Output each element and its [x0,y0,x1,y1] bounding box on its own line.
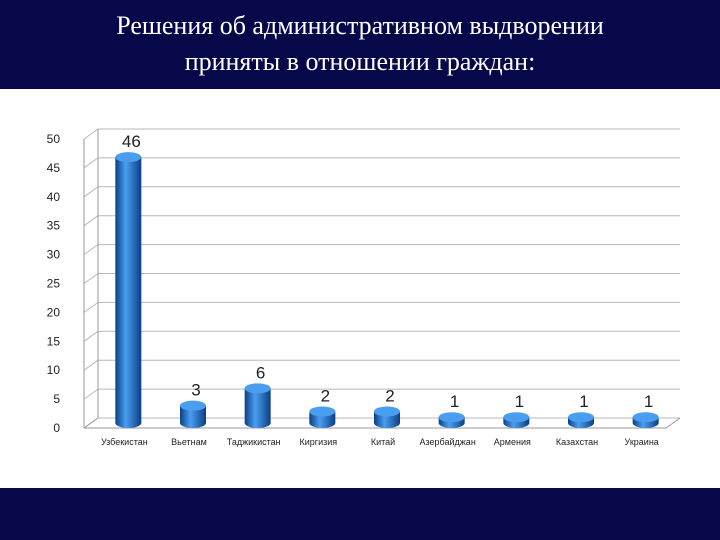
y-tick-label: 15 [47,334,61,348]
y-tick-label: 20 [47,305,61,319]
bar [180,400,206,428]
bar-top [115,152,142,163]
bar-top [180,400,206,411]
bar [503,412,530,428]
bar [632,412,659,428]
bar-top [503,412,530,423]
axis-floor [84,417,681,429]
bar-top [632,412,659,423]
gridline-wall [83,186,99,198]
bar [244,383,271,428]
bar-body [115,157,142,428]
bar-top [244,383,271,394]
slide-title-line-2: приняты в отношении граждан: [184,47,536,76]
x-tick-label: Украина [625,437,659,447]
data-label: 2 [321,386,330,405]
x-tick-label: Киргизия [300,437,338,447]
gridline-wall [83,273,99,284]
x-tick-label: Азербайджан [420,437,476,447]
y-tick-label: 30 [47,248,61,262]
y-axis-ticks: 0 5 10 15 20 25 30 35 40 45 50 [47,132,61,435]
x-axis-ticks: Узбекистан Вьетнам Таджикистан Киргизия Кита… [101,437,659,447]
gridline-wall [83,215,99,227]
bar [115,152,142,428]
grid-layer [83,128,681,429]
gridline-wall [83,301,99,313]
footer-band [0,488,720,540]
x-tick-label: Узбекистан [101,437,148,447]
bar [438,412,465,428]
bar [374,406,400,428]
gridline-wall [83,157,99,169]
gridline-wall [83,359,99,371]
y-tick-label: 35 [47,219,61,233]
bar-body [180,405,206,428]
y-tick-label: 5 [53,392,60,406]
gridline-wall [83,330,99,342]
gridline-wall [83,244,99,256]
slide-title: Решения об административном выдворении п… [40,8,680,80]
x-tick-label: Казахстан [556,437,598,447]
bar-top [374,406,400,417]
data-label: 1 [644,392,653,411]
y-tick-label: 50 [47,132,61,146]
y-tick-label: 45 [47,161,61,175]
axis-wall [83,129,99,429]
slide-title-line-1: Решения об административном выдворении [116,11,604,40]
bar-top [438,412,465,423]
bars-layer [115,152,659,428]
x-tick-label: Таджикистан [227,437,281,447]
data-label: 2 [385,386,394,405]
y-tick-label: 10 [47,363,61,377]
data-label: 1 [579,392,588,411]
data-label: 6 [256,363,265,382]
data-label: 3 [191,381,200,400]
gridline-wall [83,388,99,400]
data-label: 1 [515,392,524,411]
x-tick-label: Вьетнам [171,437,207,447]
data-label: 46 [122,132,141,151]
y-tick-label: 25 [47,277,61,291]
x-tick-label: Армения [494,437,531,447]
bar [568,412,594,428]
data-labels-layer: 46 3 6 2 2 1 1 1 1 [122,132,654,411]
x-tick-label: Китай [371,437,395,447]
data-label: 1 [450,392,459,411]
bar-chart: 0 5 10 15 20 25 30 35 40 45 50 46 3 6 2 2 1 1 1 1 Узбекист… [47,128,681,447]
bar-top [568,412,594,423]
gridline-wall [83,128,99,140]
y-tick-label: 40 [47,190,61,204]
header-band [0,0,720,89]
bar-top [309,406,336,417]
bar [309,406,336,428]
bar-body [244,388,271,428]
y-tick-label: 0 [53,421,60,435]
